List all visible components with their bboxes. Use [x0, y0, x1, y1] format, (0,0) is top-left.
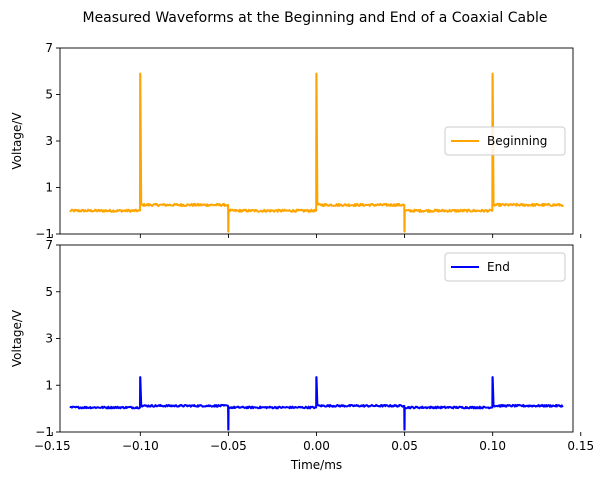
- y-tick-label: 7: [45, 238, 53, 252]
- x-tick-label: 0.00: [303, 439, 330, 453]
- x-tick-label: 0.10: [479, 439, 506, 453]
- y-tick-label: 7: [45, 41, 53, 55]
- legend: Beginning: [444, 126, 566, 156]
- legend: End: [444, 252, 566, 282]
- x-tick-label: −0.15: [34, 439, 71, 453]
- y-tick-label: 5: [45, 88, 53, 102]
- y-tick-label: 1: [45, 181, 53, 195]
- chart-panel-end: −1 1 3 5 7 −0.15 −0.10 −0.05 0.00 0.05 0.10 0.15 Vol…: [10, 238, 594, 472]
- y-tick-label: 1: [45, 378, 53, 392]
- legend-box: [444, 252, 566, 282]
- legend-box: [444, 126, 566, 156]
- x-tick-label: 0.05: [391, 439, 418, 453]
- legend-label: End: [487, 260, 510, 274]
- series-line-end: [69, 376, 564, 431]
- x-tick-label: −0.10: [122, 439, 159, 453]
- y-axis-label: Voltage/V: [10, 309, 24, 367]
- x-tick-label: 0.15: [567, 439, 594, 453]
- figure-title: Measured Waveforms at the Beginning and …: [82, 10, 547, 26]
- y-tick-label: 3: [45, 332, 53, 346]
- y-tick-label: 5: [45, 285, 53, 299]
- x-tick-label: −0.05: [210, 439, 247, 453]
- legend-label: Beginning: [487, 134, 547, 148]
- y-axis-label: Voltage/V: [10, 112, 24, 170]
- chart-panel-beginning: −1 1 3 5 7 Voltage/V Beginning: [10, 41, 582, 241]
- y-tick-label: −1: [35, 227, 53, 241]
- y-tick-label: 3: [45, 134, 53, 148]
- series-line-beginning: [69, 72, 564, 233]
- x-axis-label: Time/ms: [290, 458, 342, 472]
- y-tick-label: −1: [35, 425, 53, 439]
